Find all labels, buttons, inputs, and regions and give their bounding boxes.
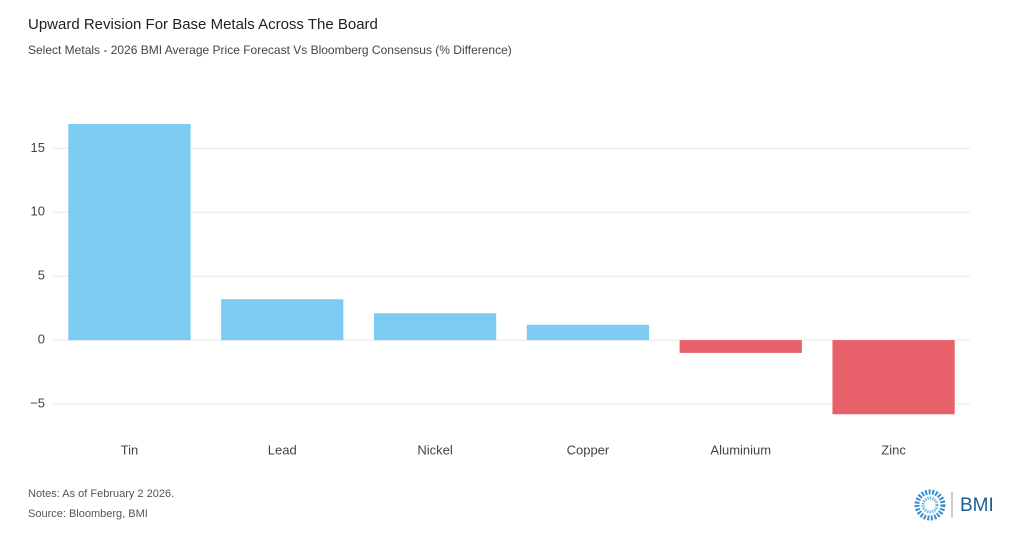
chart-title: Upward Revision For Base Metals Across T… — [28, 16, 378, 33]
bar — [679, 340, 802, 353]
source: Source: Bloomberg, BMI — [28, 508, 148, 520]
chart-subtitle: Select Metals - 2026 BMI Average Price F… — [28, 43, 512, 57]
x-tick-label: Lead — [268, 442, 297, 457]
x-tick-label: Copper — [567, 442, 610, 457]
bar — [221, 299, 344, 341]
y-tick-label: −5 — [30, 395, 45, 410]
logo-text: BMI — [960, 495, 994, 516]
notes: Notes: As of February 2 2026. — [28, 488, 174, 500]
logo-mark — [914, 489, 946, 521]
y-tick-label: 10 — [31, 204, 45, 219]
bar — [373, 313, 497, 341]
x-tick-label: Tin — [121, 442, 139, 457]
x-tick-label: Nickel — [417, 442, 453, 457]
bar — [526, 324, 650, 341]
bar — [832, 340, 955, 415]
x-tick-label: Aluminium — [710, 442, 771, 457]
y-tick-label: 15 — [31, 140, 45, 155]
bar — [68, 124, 191, 341]
y-tick-label: 0 — [38, 332, 45, 347]
y-tick-label: 5 — [38, 268, 45, 283]
x-tick-label: Zinc — [881, 442, 906, 457]
